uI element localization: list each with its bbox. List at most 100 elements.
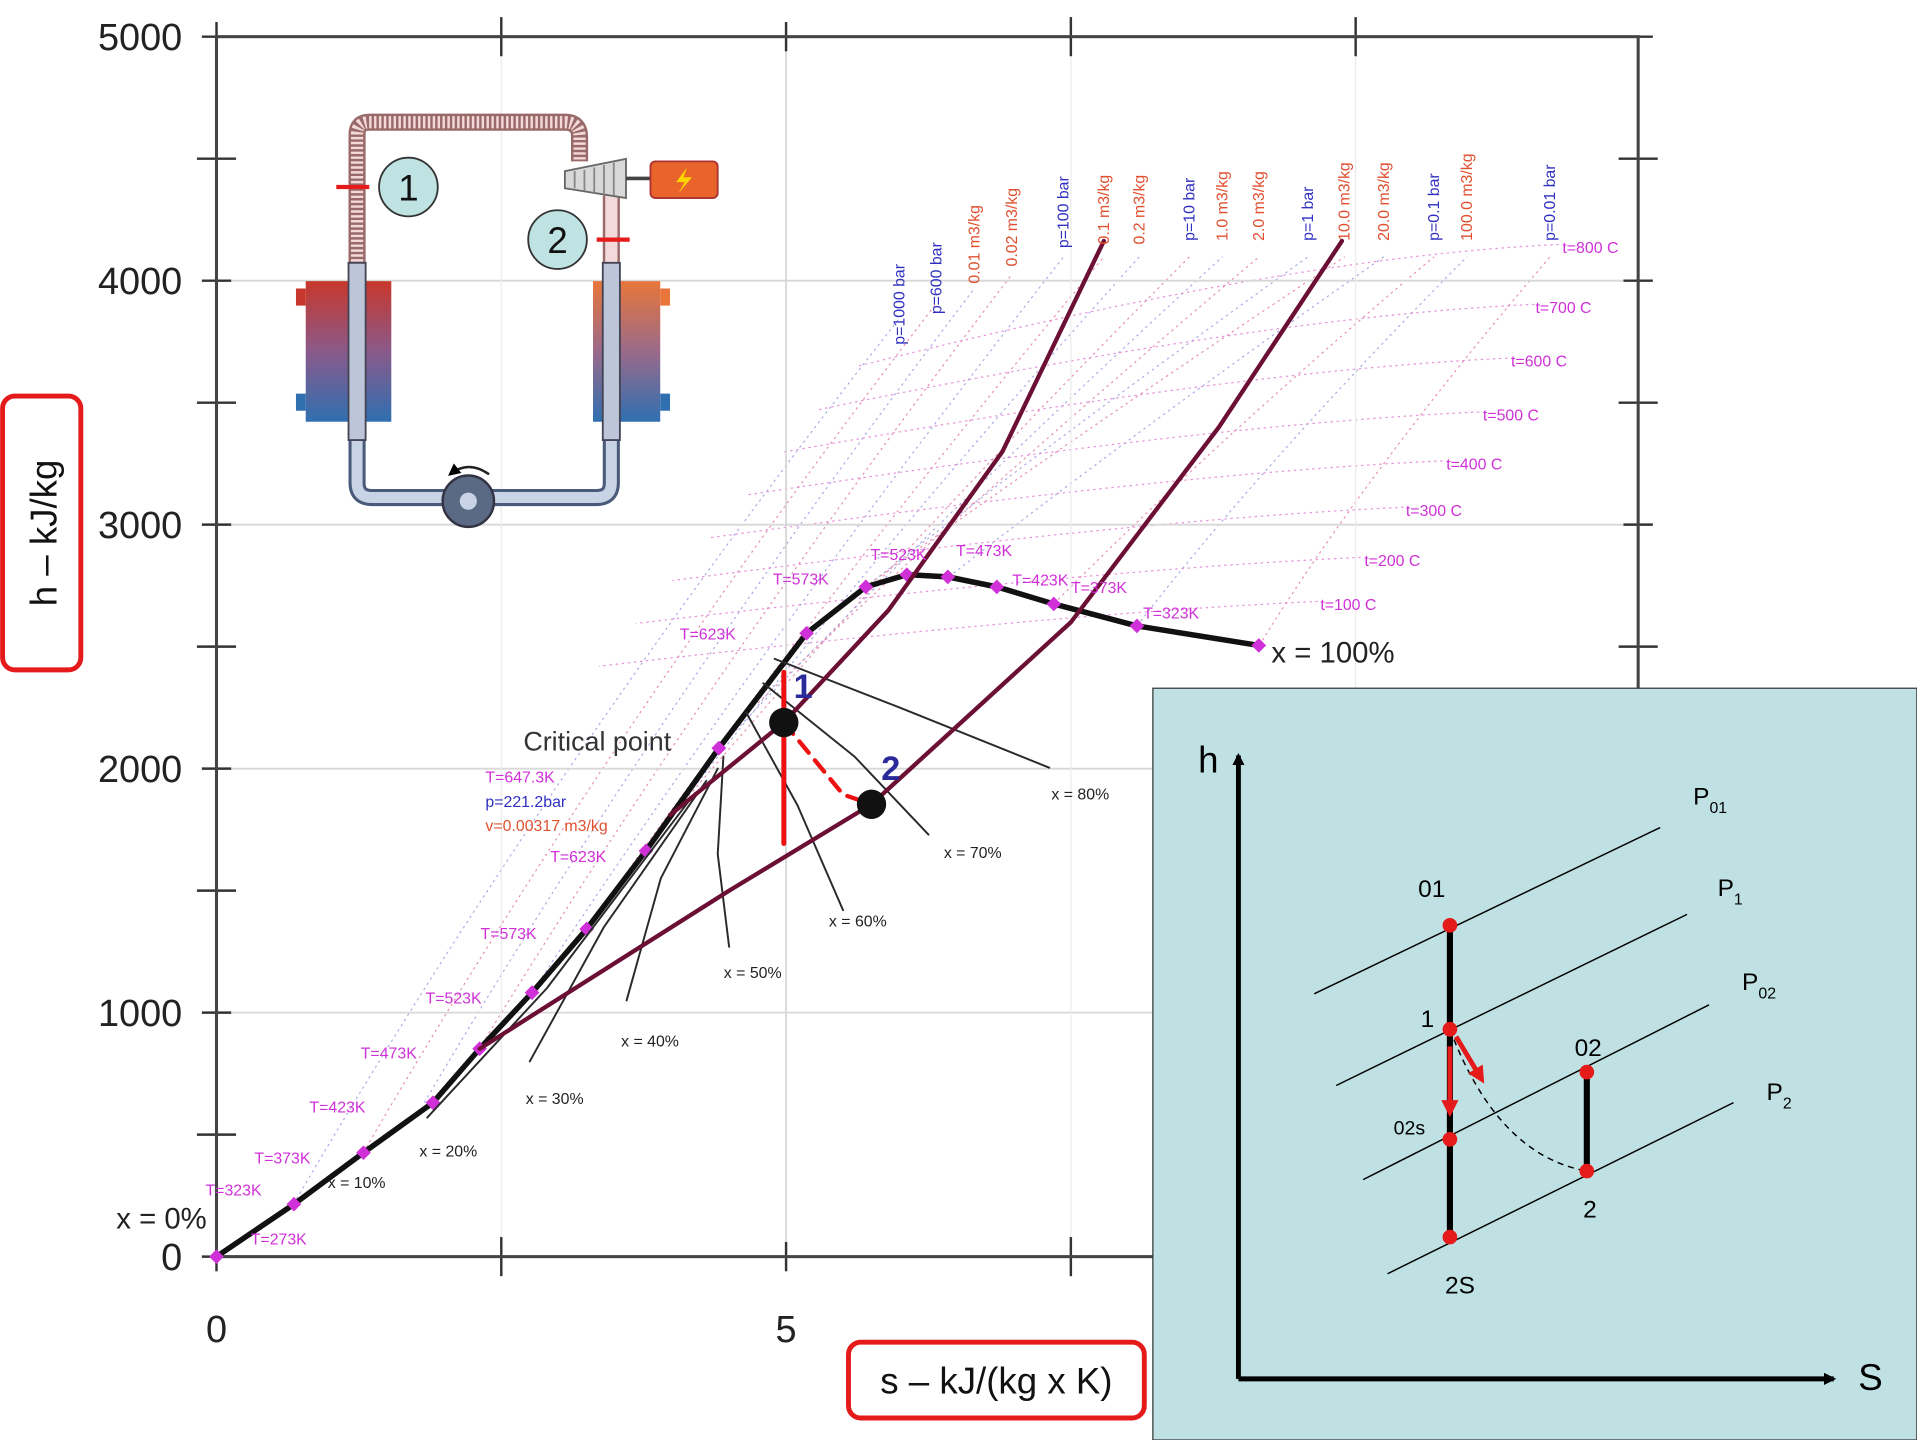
annotation: t=400 C: [1446, 456, 1502, 473]
annotation: t=700 C: [1535, 300, 1591, 317]
nozzle: [660, 394, 670, 411]
annotation: 0.1 m3/kg: [1096, 175, 1113, 245]
inset-state: [1443, 1230, 1458, 1245]
y-tick-label: 1000: [98, 993, 182, 1035]
state-point-label: 2: [881, 750, 900, 788]
annotation: T=623K: [550, 849, 606, 866]
series-label: x = 80%: [1051, 786, 1109, 803]
page: { "chart_data": { "type": "line", "x_lab…: [0, 0, 1917, 1440]
annotation: 0.02 m3/kg: [1004, 188, 1021, 267]
annotation: p=100 bar: [1056, 175, 1073, 248]
annotation: t=600 C: [1511, 354, 1567, 371]
annotation: 10.0 m3/kg: [1337, 162, 1354, 241]
state-point: [857, 790, 886, 819]
nozzle: [296, 394, 306, 411]
annotation: 0.2 m3/kg: [1131, 175, 1148, 245]
nozzle: [660, 288, 670, 305]
annotation: T=623K: [680, 626, 736, 643]
tube: [603, 263, 620, 440]
inset-state: [1443, 918, 1458, 933]
label-base: P: [1693, 783, 1709, 810]
series-label: x = 50%: [724, 965, 782, 982]
inset-axis-label: h: [1198, 740, 1218, 781]
y-tick-label: 2000: [98, 749, 182, 791]
x-tick-label: 0: [206, 1309, 227, 1351]
annotation: T=473K: [956, 543, 1012, 560]
pump-hub: [460, 493, 477, 510]
annotation: T=573K: [773, 571, 829, 588]
annotation: T=523K: [426, 991, 482, 1008]
inset-state: [1443, 1022, 1458, 1037]
label-base: P: [1718, 875, 1734, 902]
annotation: t=300 C: [1406, 503, 1462, 520]
annotation: 20.0 m3/kg: [1376, 162, 1393, 241]
series-label: x = 20%: [419, 1143, 477, 1160]
state-point-label: 1: [794, 668, 813, 706]
annotation: p=1000 bar: [892, 263, 909, 344]
annotation: p=0.01 bar: [1542, 164, 1559, 241]
label-base: P: [1742, 969, 1758, 996]
inset-state: [1443, 1132, 1458, 1147]
state-point: [769, 708, 798, 737]
label-sub: 02: [1758, 986, 1776, 1003]
annotation: T=523K: [870, 547, 926, 564]
series-label: x = 10%: [328, 1175, 386, 1192]
state-label: 1: [398, 167, 418, 208]
annotation: Critical point: [523, 727, 671, 757]
y-tick-label: 3000: [98, 505, 182, 547]
annotation: T=647.3K: [485, 769, 555, 786]
chart: 0 1000 2000 3000 4000 5000 0 5 x = 0% x = 100% x =…: [0, 0, 1917, 1440]
annotation: 1.0 m3/kg: [1214, 171, 1231, 241]
annotation: T=373K: [1071, 580, 1127, 597]
annotation: T=473K: [361, 1046, 417, 1063]
annotation: p=1 bar: [1300, 186, 1317, 241]
inset-diagram: h S P01 P1 P02 P2 01 1 02s 2S 02 2: [1153, 688, 1917, 1440]
annotation: t=800 C: [1562, 240, 1618, 257]
label-sub: 01: [1709, 800, 1727, 817]
annotation: v=0.00317 m3/kg: [485, 818, 607, 835]
y-tick-label: 4000: [98, 261, 182, 303]
annotation: T=323K: [205, 1183, 261, 1200]
inset-axis-label: S: [1858, 1357, 1882, 1398]
x-axis-label: s – kJ/(kg x K): [880, 1361, 1112, 1402]
inset-panel: [1153, 688, 1917, 1440]
annotation: T=323K: [1143, 606, 1199, 623]
tube: [349, 263, 366, 440]
label-sub: 2: [1783, 1096, 1792, 1113]
label-sub: 1: [1734, 892, 1743, 909]
series-label: x = 0%: [116, 1203, 206, 1236]
annotation: T=573K: [481, 926, 537, 943]
series-label: x = 60%: [829, 914, 887, 931]
label-base: P: [1767, 1079, 1783, 1106]
annotation: p=0.1 bar: [1426, 173, 1443, 241]
inset-state-label: 02: [1575, 1035, 1602, 1062]
inset-state-label: 01: [1418, 876, 1445, 903]
nozzle: [296, 288, 306, 305]
y-tick-label: 5000: [98, 17, 182, 59]
inset-state: [1579, 1065, 1594, 1080]
annotation: t=200 C: [1364, 553, 1420, 570]
annotation: T=423K: [1012, 573, 1068, 590]
annotation: p=600 bar: [928, 242, 945, 315]
annotation: T=273K: [251, 1231, 307, 1248]
y-tick-label: 0: [161, 1237, 182, 1279]
x-tick-label: 5: [776, 1309, 797, 1351]
inset-state: [1579, 1164, 1594, 1179]
annotation: 100.0 m3/kg: [1459, 153, 1476, 240]
annotation: t=100 C: [1320, 597, 1376, 614]
series-label: x = 100%: [1271, 637, 1394, 670]
inset-state-label: 1: [1421, 1006, 1435, 1033]
annotation: 2.0 m3/kg: [1251, 171, 1268, 241]
annotation: T=423K: [309, 1099, 365, 1116]
inset-state-label: 2: [1583, 1197, 1597, 1224]
annotation: p=221.2bar: [485, 794, 566, 811]
inset-state-label: 02s: [1394, 1117, 1426, 1139]
inset-state-label: 2S: [1445, 1272, 1475, 1299]
series-label: x = 30%: [526, 1091, 584, 1108]
annotation: T=373K: [254, 1151, 310, 1168]
annotation: p=10 bar: [1181, 177, 1198, 241]
y-axis-label: h – kJ/kg: [23, 460, 64, 607]
state-label: 2: [547, 220, 567, 261]
series-label: x = 40%: [621, 1033, 679, 1050]
series-label: x = 70%: [944, 845, 1002, 862]
